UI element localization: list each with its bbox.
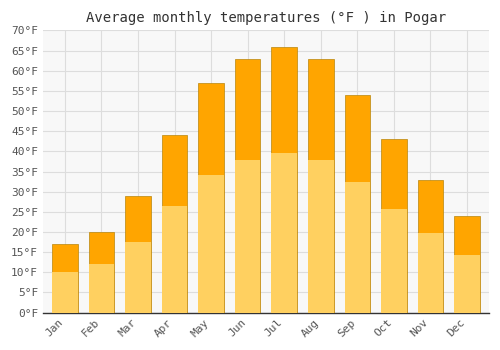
Bar (125, 243, 151, 313)
Bar (381, 209, 406, 313)
Title: Average monthly temperatures (°F ) in Pogar: Average monthly temperatures (°F ) in Po… (86, 11, 446, 25)
Bar (162, 135, 188, 313)
Bar (198, 83, 224, 313)
Bar (52, 272, 78, 313)
Bar (344, 95, 370, 313)
Bar (52, 244, 78, 313)
Bar (418, 180, 443, 313)
Bar (88, 264, 114, 313)
Bar (381, 139, 406, 313)
Bar (88, 232, 114, 313)
Bar (272, 47, 297, 313)
Bar (125, 196, 151, 313)
Bar (418, 233, 443, 313)
Bar (308, 160, 334, 313)
Bar (272, 153, 297, 313)
Bar (198, 175, 224, 313)
Bar (344, 182, 370, 313)
Bar (235, 59, 260, 313)
Bar (162, 206, 188, 313)
Bar (454, 216, 480, 313)
Bar (454, 254, 480, 313)
Bar (308, 59, 334, 313)
Bar (235, 160, 260, 313)
